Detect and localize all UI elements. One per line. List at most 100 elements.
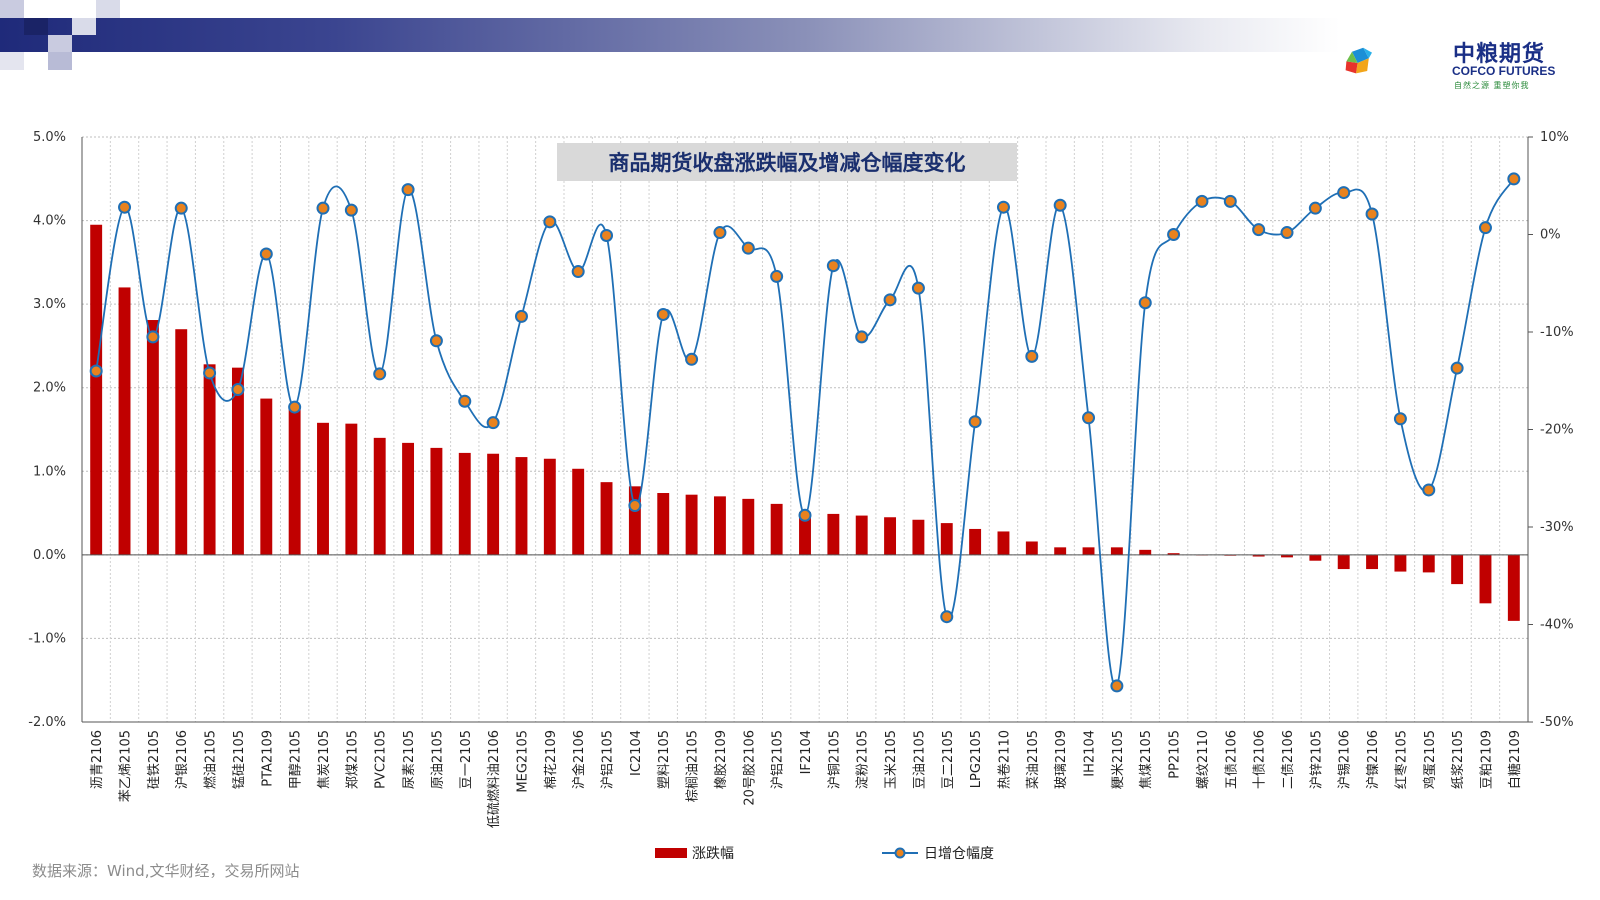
line-point [1507,172,1521,186]
header-square [48,35,72,52]
bar [1082,547,1095,555]
header-square [72,18,96,35]
line-point [940,610,954,624]
category-tick-label: 苯乙烯2105 [119,730,134,802]
brand-slogan: 自然之源 重塑你我 [1454,81,1530,90]
line-point [1393,412,1407,426]
line-point [373,367,387,381]
line-point [968,415,982,429]
line-point [656,307,670,321]
category-tick-label: 硅铁2105 [147,730,162,789]
category-tick-label: 纸浆2105 [1451,730,1466,789]
line-point [571,265,585,279]
line-point [174,201,188,215]
line-point [628,499,642,513]
y-right-tick-label: -40% [1540,618,1574,633]
line-point [1308,201,1322,215]
line-point [1450,361,1464,375]
line-point [770,269,784,283]
bar [685,494,698,555]
header-square [96,0,120,18]
category-tick-label: 塑料2105 [657,730,672,789]
category-tick-label: 十债2106 [1253,730,1268,789]
bar [827,513,840,555]
category-tick-label: 鸡蛋2105 [1422,730,1438,789]
line-point [344,203,358,217]
category-tick-label: 甲醇2105 [288,730,304,789]
legend-label-bar: 涨跌幅 [692,846,734,862]
header-square [24,18,48,35]
category-tick-label: 沪铜2105 [826,730,842,789]
bar [628,486,641,555]
header-band [0,18,1340,52]
category-tick-label: 燃油2105 [203,730,219,789]
y-right-tick-label: -10% [1540,325,1574,340]
y-left-tick-label: 0.0% [33,548,66,563]
line-point [1025,349,1039,363]
line-point [685,352,699,366]
category-tick-label: 棉花2109 [543,730,559,789]
bar [90,224,103,555]
y-right-tick-label: -20% [1540,423,1574,438]
bar [969,528,982,555]
bar [1139,549,1152,555]
category-tick-label: PTA2109 [260,730,275,787]
line-point [259,247,273,261]
category-tick-label: 热卷2110 [996,730,1012,789]
y-right-tick-label: 0% [1540,228,1561,243]
bar [940,523,953,555]
category-tick-label: 螺纹2110 [1196,730,1211,789]
bar [912,519,925,555]
category-tick-label: 原油2105 [430,730,445,789]
header-square [0,52,24,70]
y-right-tick-label: 10% [1540,130,1569,145]
bar [600,482,613,555]
bar [742,498,755,555]
category-tick-label: PVC2105 [374,730,389,789]
bar [1366,554,1379,570]
bar [1054,547,1067,555]
category-tick-label: LPG2105 [969,730,984,788]
category-tick-label: 二债2106 [1281,730,1296,789]
category-tick-label: 豆一2105 [459,730,474,789]
category-tick-label: 尿素2105 [402,730,417,789]
bar [430,447,443,555]
line-point [1252,223,1266,237]
category-tick-label: 棕榈油2105 [686,730,701,802]
line-point [1053,198,1067,212]
line-point [1422,483,1436,497]
line-point [798,508,812,522]
category-tick-label: 沪银2106 [174,730,190,789]
line-point [1365,207,1379,221]
bar [317,422,329,555]
y-right-tick-label: -50% [1540,715,1574,730]
category-tick-label: 焦炭2105 [317,730,332,789]
category-tick-label: 低硫燃料油2106 [486,730,502,828]
category-tick-label: 五债2106 [1224,730,1239,789]
brand-name-cn: 中粮期货 [1453,42,1546,67]
bar [1309,554,1322,561]
line-point [996,200,1010,214]
chart-title-background [557,143,1017,181]
category-tick-label: 沪锡2106 [1337,730,1353,789]
bar [799,512,811,555]
category-tick-label: 沪金2106 [571,730,587,789]
line-point [855,330,869,344]
bar [1422,554,1435,573]
line-point [89,364,103,378]
bar [713,496,726,555]
line-point [543,215,557,229]
bar [345,423,358,555]
bar [1252,554,1265,557]
category-tick-label: 白糖2109 [1507,730,1523,789]
bar [1167,553,1180,555]
category-tick-label: 红枣2105 [1393,730,1409,789]
bar [515,457,528,555]
bar [543,458,556,555]
line-point [883,293,897,307]
bar [118,287,131,555]
bar [231,367,244,555]
bar [884,517,897,555]
bar [855,515,868,555]
